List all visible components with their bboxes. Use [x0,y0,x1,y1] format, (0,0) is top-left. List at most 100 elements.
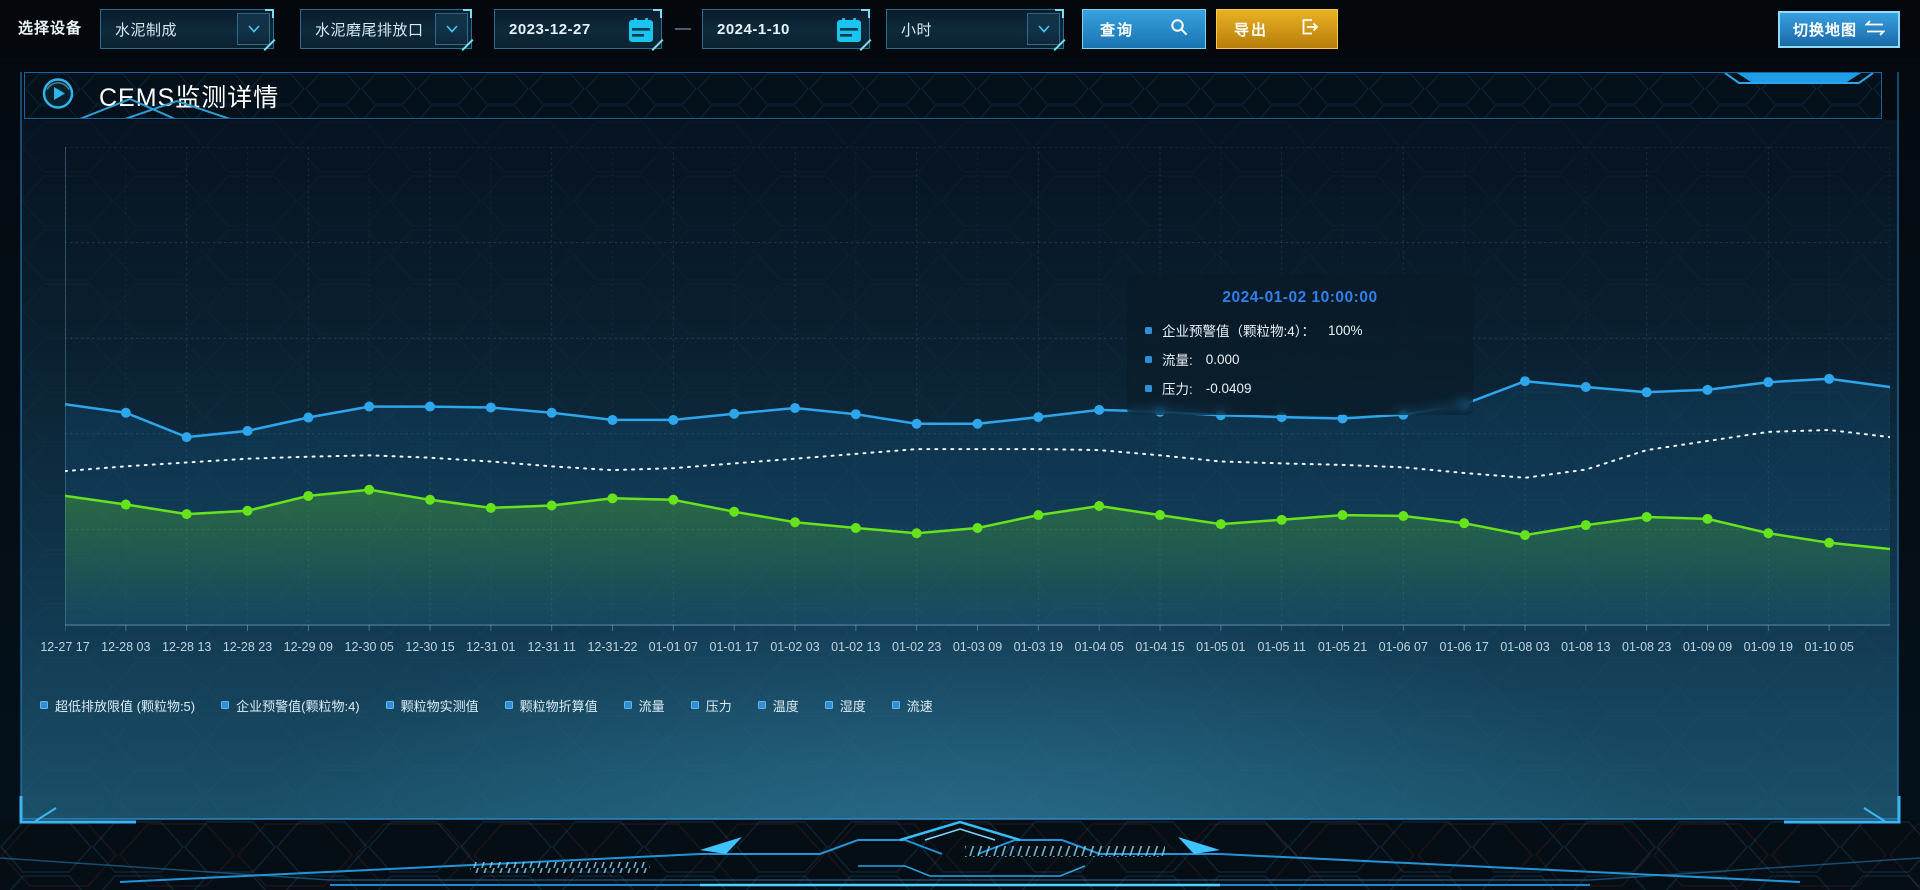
x-axis-label: 01-08 03 [1500,640,1550,654]
legend-marker [690,701,699,709]
search-icon [1170,18,1188,40]
x-axis-label: 01-05 01 [1196,640,1246,654]
x-axis-label: 12-28 23 [222,640,273,654]
x-axis-label: 01-08 13 [1561,640,1611,654]
x-axis-label: 01-05 11 [1257,640,1306,654]
play-icon [41,76,75,115]
x-axis-label: 12-31 01 [466,640,516,654]
legend-marker [221,701,230,709]
corner-accent [265,9,274,18]
legend-item[interactable]: 温度 [757,696,799,715]
tooltip-label: 流量: [1162,353,1193,368]
bottom-tech-frame [0,820,1920,890]
legend-label: 超低排放限值 (颗粒物:5) [55,698,196,714]
legend-marker [891,701,900,709]
panel-border-left [20,72,22,820]
legend-item[interactable]: 流量 [623,696,665,715]
x-axis-label: 01-02 03 [770,640,820,654]
export-icon [1301,18,1320,40]
legend-label: 颗粒物实测值 [400,698,479,714]
titlebar-hex-texture [25,73,1881,118]
legend-marker [824,701,833,709]
query-button-label: 查询 [1100,21,1135,39]
start-date-value: 2023-12-27 [509,20,591,38]
outlet-select[interactable]: 水泥磨尾排放口 [300,9,474,52]
corner-accent [861,9,870,18]
device-category-value: 水泥制成 [115,21,178,39]
end-date-value: 2024-1-10 [717,20,790,38]
titlebar-decorations [79,73,1874,118]
legend-marker [40,701,48,709]
x-axis-labels: 12-27 17 12-28 03 12-28 13 12-28 23 12-29 09… [40,640,1905,658]
toolbar: 选择设备 水泥制成 水泥磨尾排放口 2023-12-27 [0,0,1920,58]
x-axis-label: 01-04 05 [1074,640,1124,654]
outlet-value: 水泥磨尾排放口 [315,21,424,39]
x-axis-label: 01-05 21 [1317,640,1368,654]
chart-canvas[interactable] [63,146,1892,633]
tooltip-row: 流量: 0.000 [1145,349,1455,369]
legend-marker [757,701,766,709]
x-axis-label: 01-09 19 [1743,640,1793,654]
chart-legend: 超低排放限值 (颗粒物:5) 企业预警值(颗粒物:4) 颗粒物实测值 颗粒物折算值 流量… [40,694,959,716]
export-button-label: 导出 [1234,21,1269,39]
x-axis-label: 01-04 15 [1135,640,1185,654]
calendar-icon[interactable] [836,17,862,47]
page-title: CEMS监测详情 [99,83,280,112]
tooltip-row: 压力: -0.0409 [1145,378,1455,398]
x-axis-label: 01-09 09 [1682,640,1733,654]
x-axis-label: 01-06 17 [1439,640,1489,654]
tooltip-timestamp: 2024-01-02 10:00:00 [1222,289,1378,306]
x-axis-label: 01-08 23 [1622,640,1672,654]
export-button[interactable]: 导出 [1216,9,1338,49]
legend-item[interactable]: 压力 [690,696,732,715]
x-axis-label: 12-28 03 [101,640,151,654]
legend-item[interactable]: 流速 [891,696,933,715]
legend-label: 企业预警值(颗粒物:4) [236,698,360,714]
legend-label: 压力 [705,698,732,714]
legend-item[interactable]: 企业预警值(颗粒物:4) [221,696,360,715]
tooltip-value: 0.000 [1205,351,1240,367]
query-button[interactable]: 查询 [1082,9,1206,49]
chart-tooltip: 2024-01-02 10:00:00 企业预警值（颗粒物:4）： 100% 流量:… [1127,274,1473,415]
legend-label: 流量 [638,698,665,714]
legend-label: 颗粒物折算值 [519,698,598,714]
chevron-down-icon [435,13,468,45]
tooltip-value: 100% [1328,322,1363,338]
legend-label: 温度 [772,698,799,714]
corner-accent [1055,9,1064,18]
swap-arrows-icon [1864,19,1886,40]
tooltip-label: 企业预警值（颗粒物:4）： [1162,324,1316,339]
device-category-select[interactable]: 水泥制成 [100,9,276,52]
legend-item[interactable]: 颗粒物实测值 [385,696,479,715]
panel-border-bottom [20,818,1899,820]
legend-item[interactable]: 颗粒物折算值 [504,696,598,715]
tooltip-series-marker [1145,384,1152,392]
end-date-picker[interactable]: 2024-1-10 [702,9,872,52]
interval-select[interactable]: 小时 [886,9,1066,52]
x-axis-label: 12-31-22 [587,640,638,654]
tooltip-row: 企业预警值（颗粒物:4）： 100% [1145,320,1455,340]
tooltip-label: 压力: [1162,382,1193,397]
x-axis-label: 12-31 11 [527,640,576,654]
x-axis-label: 12-30 15 [405,640,455,654]
cems-trend-chart[interactable] [63,146,1892,633]
panel-titlebar: CEMS监测详情 [24,72,1882,119]
legend-marker [504,701,513,709]
legend-label: 流速 [906,698,933,714]
x-axis-label: 01-02 13 [831,640,881,654]
start-date-picker[interactable]: 2023-12-27 [494,9,664,52]
x-axis-label: 01-02 23 [892,640,942,654]
corner-accent [463,9,472,18]
interval-value: 小时 [901,21,933,39]
x-axis-label: 12-29 09 [283,640,333,654]
tooltip-series-marker [1145,355,1152,363]
legend-marker [385,701,394,709]
chevron-down-icon [1027,13,1060,45]
switch-map-button[interactable]: 切换地图 [1778,11,1900,48]
date-range-separator: — [675,20,691,37]
legend-item[interactable]: 湿度 [824,696,866,715]
legend-label: 湿度 [839,698,866,714]
calendar-icon[interactable] [628,17,654,47]
legend-item[interactable]: 超低排放限值 (颗粒物:5) [40,696,195,715]
